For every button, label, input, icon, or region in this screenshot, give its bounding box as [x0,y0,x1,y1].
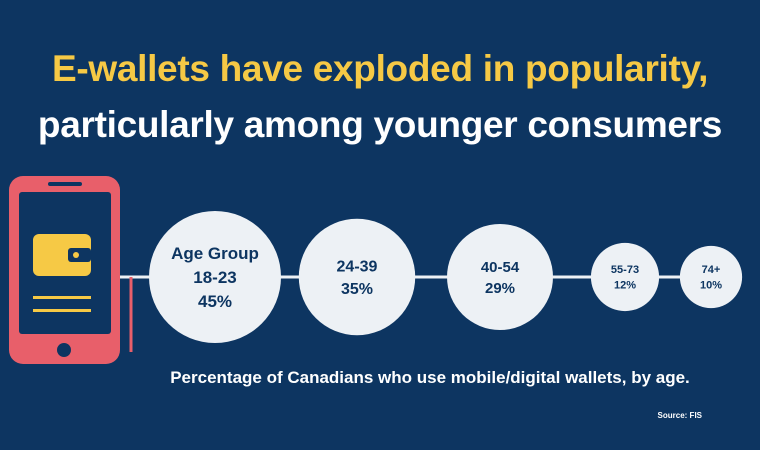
bubble-group-label: Age Group [171,244,259,263]
bubble-value-label: 10% [700,280,722,292]
bubble-circle [298,218,416,336]
bubble-value-label: 45% [198,292,232,311]
bubble-40-54: 40-54 29% [447,224,553,330]
title-line-2: particularly among younger consumers [37,104,723,145]
bubble-circle [447,224,553,330]
bubble-circle [149,211,281,343]
phone-icon [9,176,120,364]
bubble-circle [590,242,660,312]
bubble-value-label: 35% [341,281,373,298]
bubble-category-label: 74+ [702,264,721,276]
chart-caption: Percentage of Canadians who use mobile/d… [170,368,690,387]
bubble-value-label: 29% [485,280,515,297]
bubble-18-23: Age Group 18-23 45% [149,211,281,343]
bubble-circle [679,245,743,309]
wallet-icon [33,234,91,276]
bubble-category-label: 18-23 [193,268,236,287]
bubble-category-label: 24-39 [337,258,378,275]
bubble-category-label: 40-54 [481,259,520,276]
bubble-value-label: 12% [614,280,636,292]
bubble-55-73: 55-73 12% [590,242,660,312]
bubble-category-label: 55-73 [611,264,639,276]
source-note: Source: FIS [657,411,702,420]
bubble-24-39: 24-39 35% [298,218,416,336]
title-line-1: E-wallets have exploded in popularity, [51,48,709,89]
bubble-74plus: 74+10% [679,245,743,309]
